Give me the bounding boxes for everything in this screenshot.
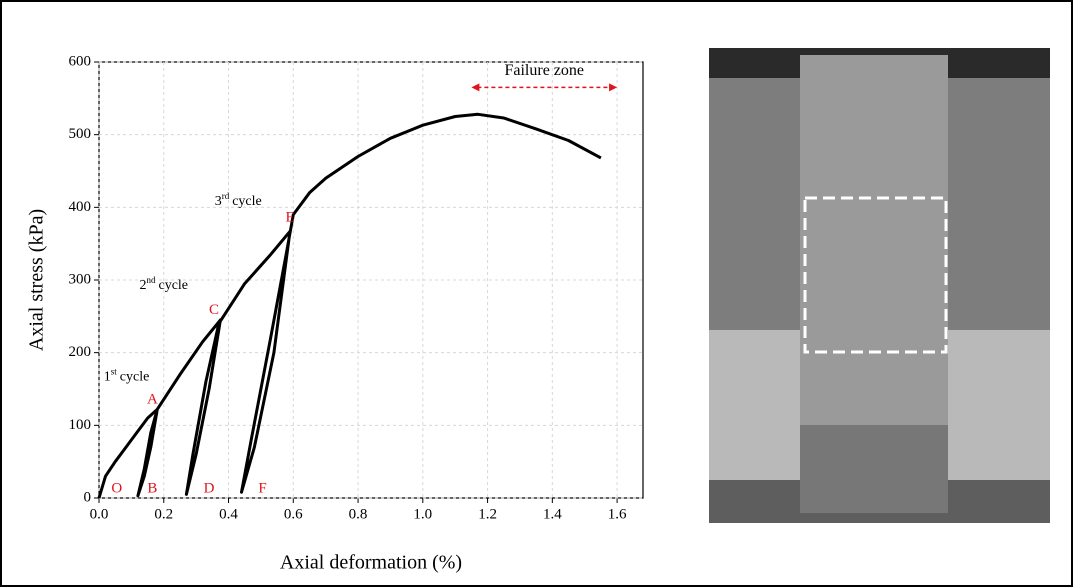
- x-tick-label: 1.6: [608, 506, 627, 522]
- y-tick-label: 600: [69, 53, 92, 69]
- point-label: B: [147, 481, 157, 497]
- point-label: C: [209, 302, 219, 318]
- point-label: O: [111, 481, 122, 497]
- y-tick-label: 100: [69, 417, 92, 433]
- cycle-label: 2nd cycle: [139, 275, 188, 293]
- cycle-label: 3rd cycle: [215, 191, 262, 209]
- x-tick-label: 1.2: [478, 506, 497, 522]
- y-tick-label: 400: [69, 199, 92, 215]
- photo: [709, 48, 1050, 523]
- cycle-number: 2: [139, 278, 146, 293]
- cycle-suffix: nd: [146, 275, 156, 285]
- y-tick-label: 300: [69, 271, 92, 287]
- cycle-label: 1st cycle: [104, 366, 150, 384]
- cycle-suffix: st: [111, 366, 118, 376]
- y-axis-title: Axial stress (kPa): [26, 209, 48, 351]
- stress-curve: [97, 112, 602, 499]
- roi-box: [803, 196, 948, 354]
- x-tick-label: 0.8: [349, 506, 368, 522]
- x-tick-label: 1.4: [543, 506, 562, 522]
- arrow-head-right: [609, 83, 618, 92]
- y-tick-label: 0: [84, 489, 92, 505]
- x-tick-label: 0.4: [219, 506, 238, 522]
- specimen-lower: [800, 425, 948, 513]
- cycle-suffix: rd: [222, 191, 230, 201]
- y-tick-label: 200: [69, 344, 92, 360]
- x-axis-title: Axial deformation (%): [280, 552, 462, 574]
- failure-zone-label: Failure zone: [504, 62, 584, 79]
- x-tick-label: 0.2: [154, 506, 173, 522]
- point-label: A: [147, 391, 158, 407]
- point-label: D: [204, 481, 215, 497]
- cycle-text: cycle: [232, 194, 262, 209]
- point-label: E: [285, 210, 294, 226]
- cycle-text: cycle: [158, 278, 188, 293]
- arrow-head-left: [471, 83, 480, 92]
- point-label: F: [258, 481, 266, 497]
- cycle-number: 3: [215, 194, 222, 209]
- y-tick-label: 500: [69, 126, 92, 142]
- cycle-text: cycle: [120, 370, 150, 385]
- cycle-number: 1: [104, 370, 111, 385]
- x-tick-label: 0.0: [90, 506, 109, 522]
- x-tick-label: 0.6: [284, 506, 303, 522]
- x-tick-label: 1.0: [413, 506, 432, 522]
